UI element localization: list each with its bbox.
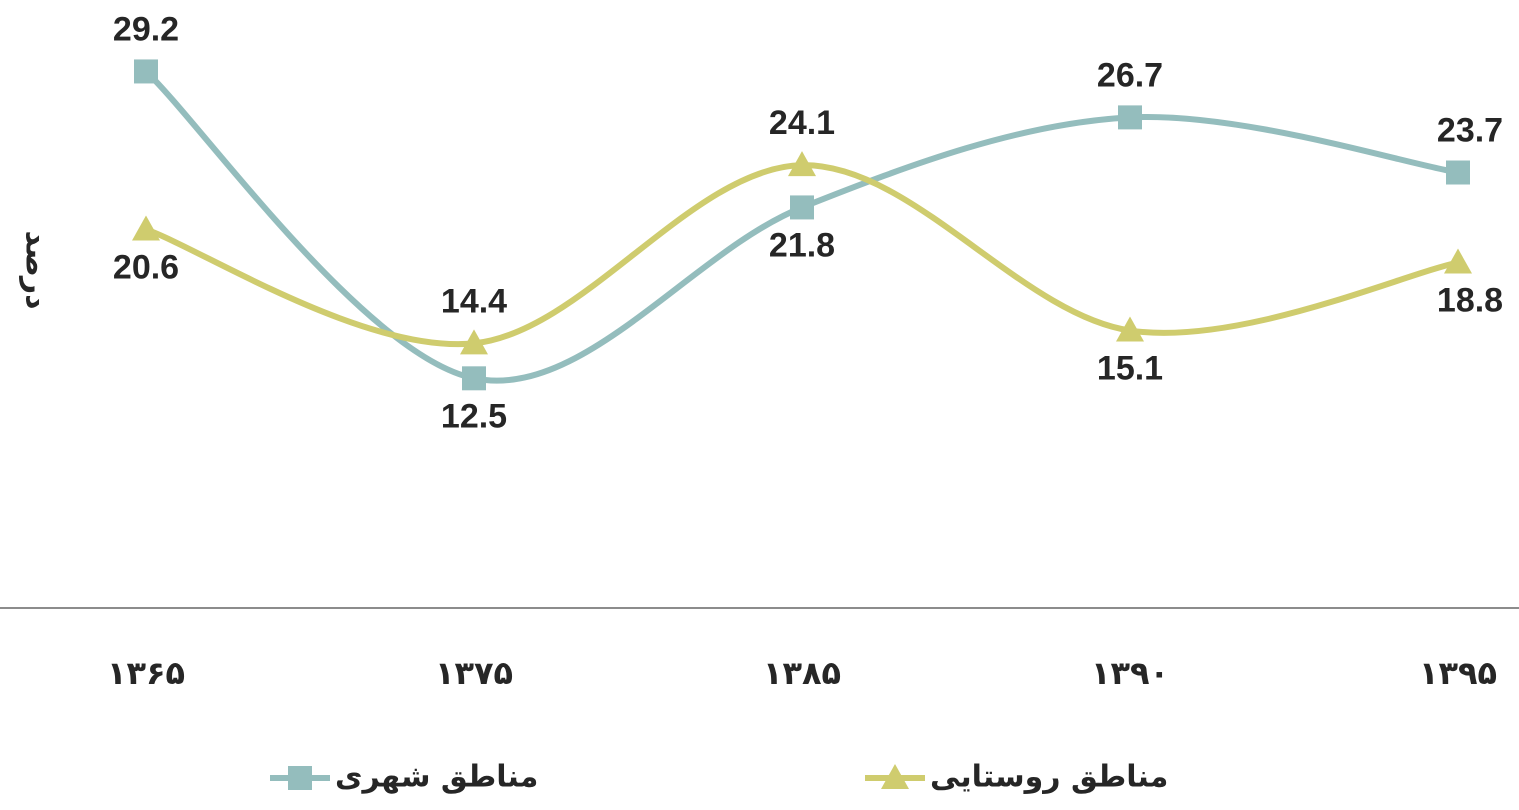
data-point bbox=[134, 59, 158, 84]
data-label: 23.7 bbox=[1437, 111, 1503, 149]
data-label: 21.8 bbox=[769, 226, 835, 264]
y-axis-label: درصد bbox=[19, 231, 54, 310]
data-point bbox=[1118, 105, 1142, 130]
data-point bbox=[790, 195, 814, 220]
series-line bbox=[143, 69, 1459, 384]
data-label: 15.1 bbox=[1097, 350, 1163, 388]
data-label: 26.7 bbox=[1097, 56, 1163, 94]
data-label: 12.5 bbox=[441, 397, 507, 435]
x-tick-label: ۱۳۹۰ bbox=[1091, 654, 1169, 692]
x-tick-label: ۱۳۷۵ bbox=[435, 654, 513, 692]
x-tick-label: ۱۳۸۵ bbox=[763, 654, 841, 692]
data-point bbox=[132, 215, 160, 241]
data-label: 24.1 bbox=[769, 104, 835, 142]
legend-marker bbox=[288, 766, 312, 790]
x-tick-label: ۱۳۶۵ bbox=[107, 654, 185, 692]
data-point bbox=[1444, 248, 1472, 274]
x-tick-label: ۱۳۹۵ bbox=[1419, 654, 1497, 692]
data-point bbox=[788, 151, 816, 177]
data-label: 20.6 bbox=[113, 248, 179, 286]
data-point bbox=[462, 366, 486, 391]
legend-label: مناطق شهری bbox=[335, 760, 538, 795]
data-label: 18.8 bbox=[1437, 282, 1503, 320]
data-point bbox=[460, 329, 488, 355]
data-label: 29.2 bbox=[113, 10, 179, 48]
data-point bbox=[1116, 316, 1144, 342]
data-label: 14.4 bbox=[441, 282, 507, 320]
legend-marker bbox=[881, 764, 909, 789]
data-point bbox=[1446, 160, 1470, 185]
legend-label: مناطق روستایی bbox=[930, 760, 1168, 795]
